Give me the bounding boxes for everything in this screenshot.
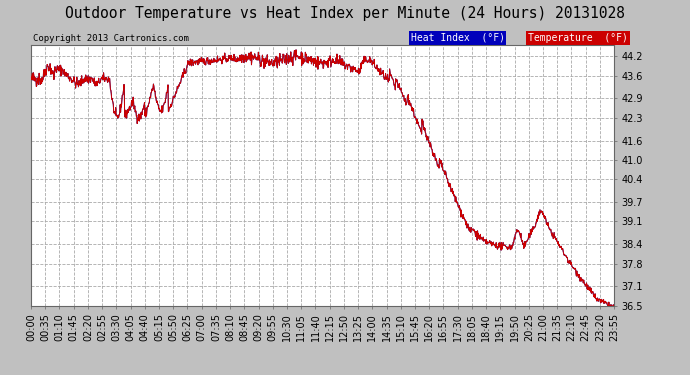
Text: Heat Index  (°F): Heat Index (°F) [411, 33, 504, 43]
Text: Copyright 2013 Cartronics.com: Copyright 2013 Cartronics.com [33, 34, 189, 43]
Text: Outdoor Temperature vs Heat Index per Minute (24 Hours) 20131028: Outdoor Temperature vs Heat Index per Mi… [65, 6, 625, 21]
Text: Temperature  (°F): Temperature (°F) [528, 33, 628, 43]
